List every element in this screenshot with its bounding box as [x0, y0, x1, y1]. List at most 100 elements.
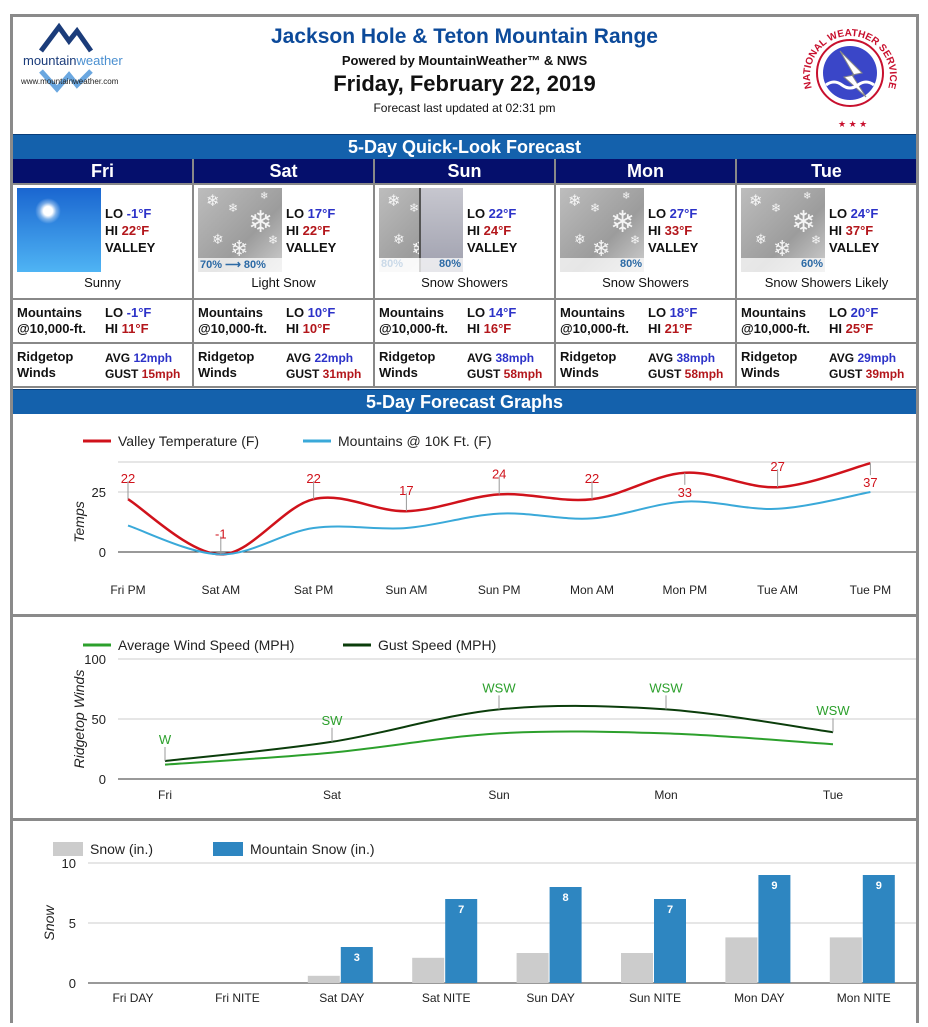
elevation-label: @10,000-ft.: [198, 321, 268, 336]
wind-avg: 38mph: [495, 351, 535, 365]
snow-bar: [725, 937, 758, 983]
winds-label: Winds: [560, 365, 599, 380]
precip-chance: 80%: [560, 258, 644, 272]
mountain-lo: 18°F: [669, 305, 698, 320]
wind-direction-label: W: [159, 732, 172, 747]
snow-bar: [307, 975, 340, 983]
valley-forecast: ❄ ❄ ❄ ❄ ❄ ❄ ❄ 60% LO 24°F HI 37°F VALLEY Snow Sho…: [737, 185, 916, 298]
day-column-tue: Tue ❄ ❄ ❄ ❄ ❄ ❄ ❄ 60% LO 24°F HI 37°F VALLEY Snow…: [737, 159, 916, 386]
nws-logo[interactable]: NATIONAL WEATHER SERVICE ★ ★ ★: [800, 21, 900, 131]
snow-bar: [829, 937, 862, 983]
condition: Sunny: [84, 275, 121, 290]
legend-label: Gust Speed (MPH): [378, 637, 496, 653]
mountainweather-url[interactable]: www.mountainweather.com: [21, 77, 119, 86]
data-label: 22: [121, 471, 135, 486]
x-tick-label: Sun PM: [478, 583, 521, 597]
svg-text:★ ★ ★: ★ ★ ★: [838, 119, 867, 129]
snow-icon: ❄ ❄ ❄ ❄ ❄ ❄ ❄ 70% ⟶ 80%: [198, 188, 282, 272]
day-header: Sun: [375, 159, 554, 183]
elevation-label: @10,000-ft.: [741, 321, 811, 336]
y-tick-label: 5: [69, 916, 76, 931]
day-header: Sat: [194, 159, 373, 183]
day-header: Tue: [737, 159, 916, 183]
mountain-snow-bar: [549, 887, 582, 983]
y-tick-label: 10: [62, 856, 76, 871]
day-column-fri: Fri LO -1°F HI 22°F VALLEY Sunny Mountains…: [13, 159, 192, 386]
mountain-snow-bar: [862, 875, 895, 983]
winds-label: Winds: [379, 365, 418, 380]
series-line-gust: [164, 704, 834, 762]
wind-avg: 22mph: [314, 351, 354, 365]
x-tick-label: Fri PM: [110, 583, 145, 597]
legend-label: Mountain Snow (in.): [250, 841, 375, 857]
wind-gust: 39mph: [865, 367, 905, 381]
mountains-label: Mountains: [198, 305, 263, 320]
valley-label: VALLEY: [286, 240, 337, 255]
mountain-hi: 25°F: [845, 321, 874, 336]
x-tick-label: Mon DAY: [734, 991, 784, 1005]
elevation-label: @10,000-ft.: [17, 321, 87, 336]
x-tick-label: Sat: [323, 788, 342, 802]
wind-direction-label: WSW: [816, 703, 850, 718]
wind-avg: 12mph: [133, 351, 173, 365]
wind-gust: 58mph: [684, 367, 724, 381]
wind-direction-label: SW: [322, 713, 344, 728]
mountain-hi: 16°F: [483, 321, 512, 336]
x-tick-label: Mon: [654, 788, 677, 802]
data-label: 7: [458, 904, 464, 916]
x-tick-label: Sat AM: [201, 583, 240, 597]
valley-label: VALLEY: [829, 240, 880, 255]
mountain-forecast: Mountains @10,000-ft. LO 20°F HI 25°F: [737, 300, 916, 342]
snow-bar: [412, 957, 445, 983]
valley-lo: 22°F: [488, 206, 517, 221]
y-tick-label: 50: [92, 712, 106, 727]
data-label: 17: [399, 483, 413, 498]
mountain-lo: 20°F: [850, 305, 879, 320]
x-tick-label: Sat PM: [294, 583, 333, 597]
x-tick-label: Sat DAY: [319, 991, 364, 1005]
mountain-forecast: Mountains @10,000-ft. LO 18°F HI 21°F: [556, 300, 735, 342]
svg-text:mountainweather: mountainweather: [23, 53, 123, 68]
wind-forecast: Ridgetop Winds AVG 12mph GUST 15mph: [13, 344, 192, 386]
valley-label: VALLEY: [105, 240, 156, 255]
valley-hi: 33°F: [664, 223, 693, 238]
precip-chance-2: 80%: [379, 258, 463, 272]
data-label: 33: [678, 485, 692, 500]
x-tick-label: Sun DAY: [526, 991, 574, 1005]
condition: Snow Showers: [602, 275, 689, 290]
x-tick-label: Fri NITE: [215, 991, 260, 1005]
x-tick-label: Fri: [158, 788, 172, 802]
header: mountainweather www.mountainweather.com …: [13, 17, 916, 133]
x-tick-label: Mon PM: [662, 583, 707, 597]
data-label: 9: [771, 880, 777, 892]
x-tick-label: Mon NITE: [837, 991, 891, 1005]
y-tick-label: 0: [99, 545, 106, 560]
y-axis-label: Snow: [41, 905, 57, 941]
snow-icon: ❄ ❄ ❄ ❄ ❄ ❄ ❄ 60%: [741, 188, 825, 272]
mountain-snow-bar: [758, 875, 791, 983]
x-tick-label: Sat NITE: [422, 991, 471, 1005]
snow-chart-panel: 0 5 10 Snow Snow (in.) Mountain Snow (in.) Fri…: [13, 822, 918, 1026]
quicklook-title: 5-Day Quick-Look Forecast: [13, 134, 916, 159]
winds-label: Winds: [741, 365, 780, 380]
snow-bar: [621, 953, 653, 983]
data-label: 3: [354, 952, 360, 964]
data-label: 27: [770, 459, 784, 474]
x-tick-label: Tue PM: [850, 583, 892, 597]
mountainweather-logo[interactable]: mountainweather: [19, 21, 139, 93]
ridgetop-label: Ridgetop: [379, 349, 436, 364]
data-label: 37: [863, 475, 877, 490]
valley-lo: -1°F: [126, 206, 152, 221]
condition: Light Snow: [251, 275, 316, 290]
sunny-icon: [17, 188, 101, 272]
day-header: Mon: [556, 159, 735, 183]
mountains-label: Mountains: [560, 305, 625, 320]
data-label: 8: [563, 892, 569, 904]
series-line-mountain: [127, 491, 871, 556]
wind-direction-label: WSW: [482, 680, 516, 695]
temps-chart: 0 25 Temps Valley Temperature (F) Mountains …: [71, 433, 918, 597]
snow-bar: [516, 953, 549, 983]
winds-label: Winds: [17, 365, 56, 380]
mountain-hi: 11°F: [121, 321, 149, 336]
x-tick-label: Fri DAY: [112, 991, 153, 1005]
